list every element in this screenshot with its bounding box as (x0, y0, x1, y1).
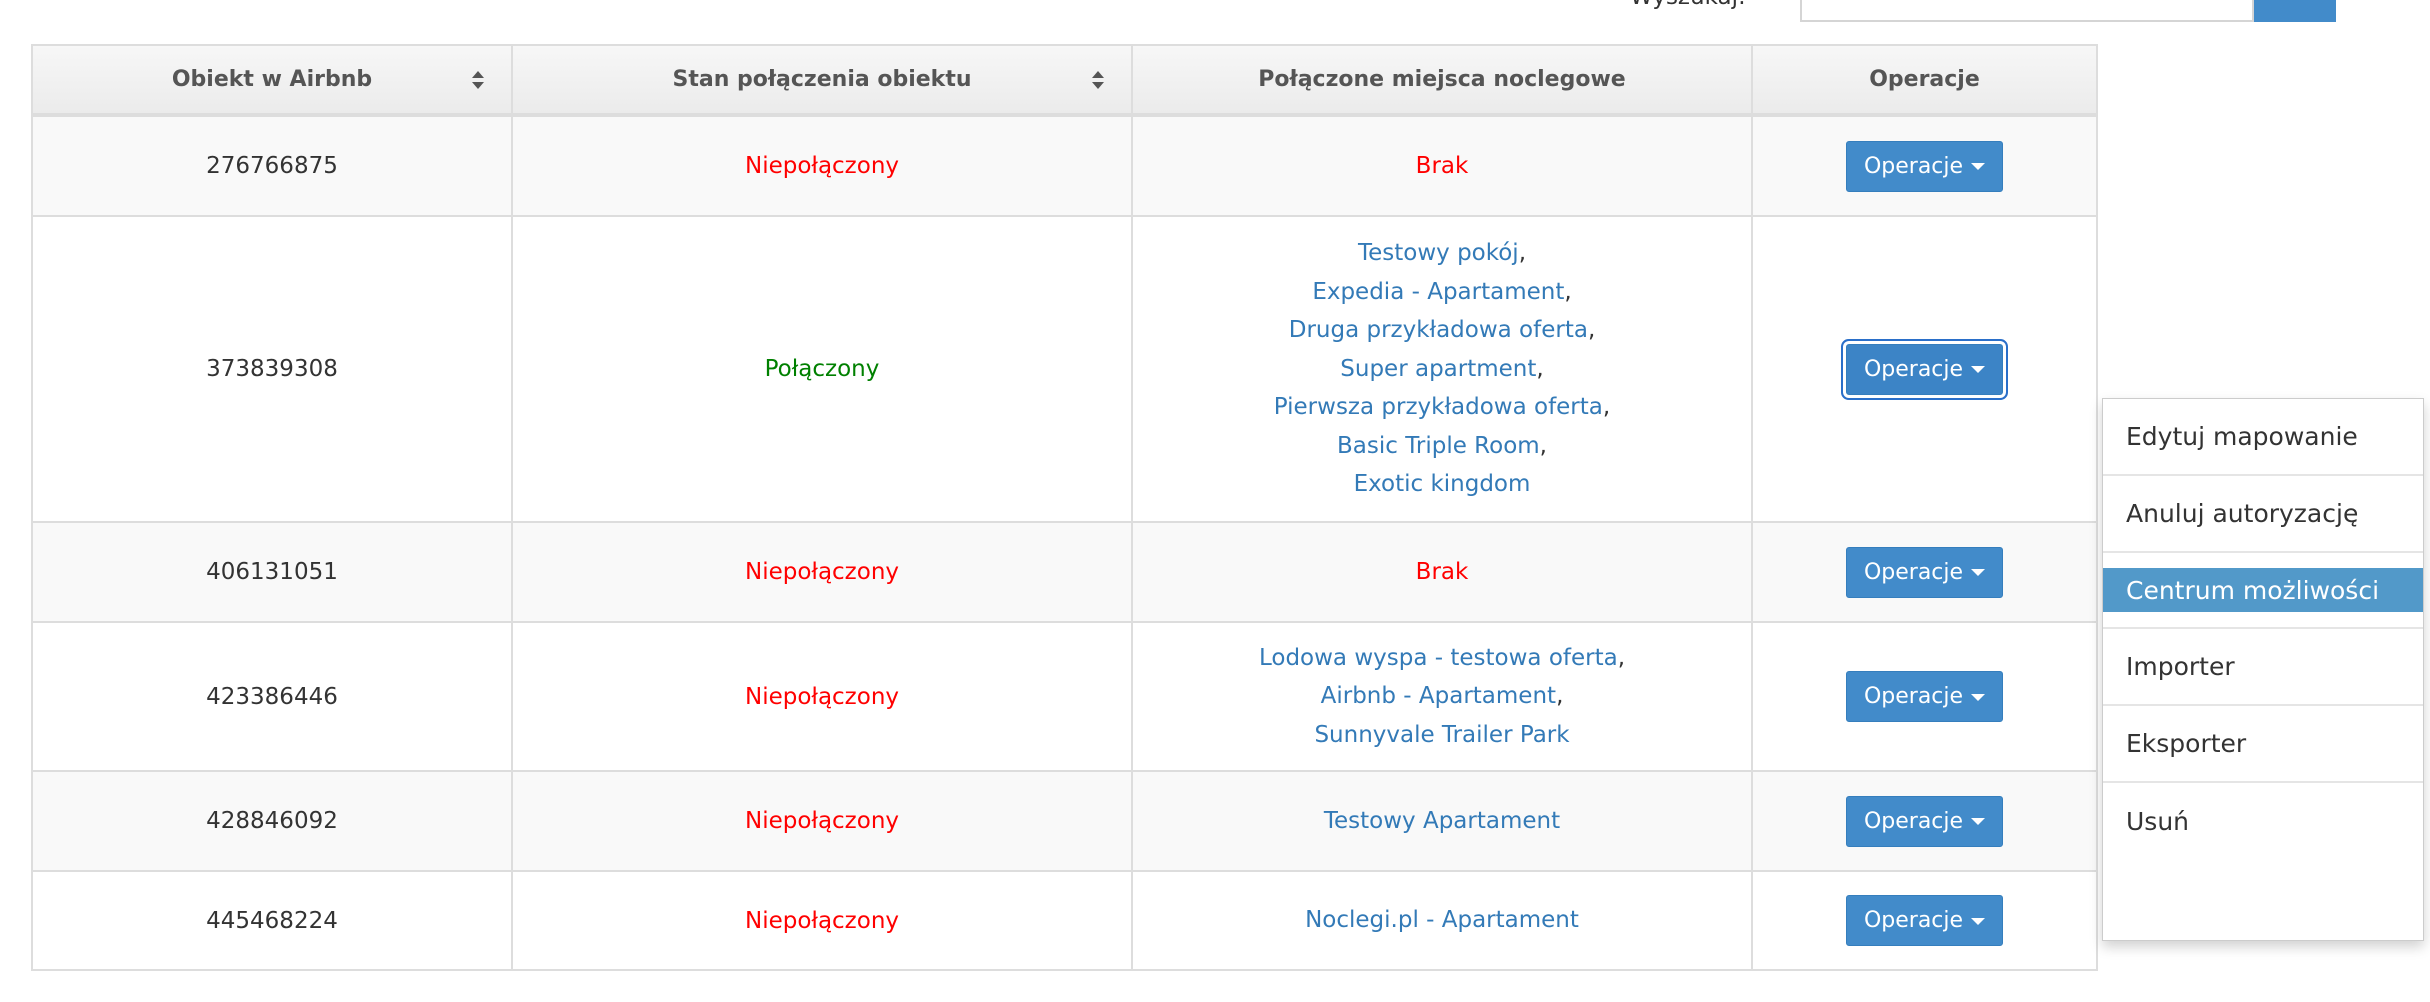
connection-status: Niepołączony (744, 907, 900, 934)
caret-down-icon (1971, 693, 1986, 701)
menu-item[interactable]: Importer (2103, 629, 2423, 706)
connection-status: Niepołączony (744, 683, 900, 710)
connected-places: Testowy pokój, Expedia - Apartament, Druga… (1131, 215, 1753, 523)
column-header-label: Operacje (1869, 67, 1980, 92)
menu-item[interactable]: Edytuj mapowanie (2103, 399, 2423, 476)
operations-button-label: Operacje (1863, 559, 1964, 585)
table-header: Obiekt w Airbnb Stan połączenia obiektu Po… (31, 44, 2098, 117)
no-places-label: Brak (1415, 559, 1469, 585)
operations-button-label: Operacje (1863, 808, 1964, 834)
airbnb-id: 406131051 (31, 521, 513, 623)
place-link[interactable]: Testowy Apartament (1323, 807, 1561, 834)
place-link[interactable]: Airbnb - Apartament (1320, 683, 1557, 710)
listings-table: Obiekt w Airbnb Stan połączenia obiektu Po… (31, 44, 2098, 971)
column-header: Połączone miejsca noclegowe (1131, 44, 1753, 117)
menu-divider (2103, 627, 2423, 629)
place-link[interactable]: Sunnyvale Trailer Park (1314, 721, 1570, 748)
caret-down-icon (1971, 366, 1986, 373)
place-link[interactable]: Noclegi.pl - Apartament (1305, 907, 1579, 934)
column-header[interactable]: Obiekt w Airbnb (31, 44, 513, 117)
connected-places: Noclegi.pl - Apartament (1131, 870, 1753, 971)
caret-down-icon (1971, 569, 1986, 576)
operations-button[interactable]: Operacje (1845, 546, 2004, 598)
caret-down-icon (1971, 163, 1986, 170)
operations-button[interactable]: Operacje (1845, 140, 2004, 192)
operations-button-label: Operacje (1863, 684, 1964, 709)
airbnb-id: 276766875 (31, 114, 513, 217)
place-link[interactable]: Basic Triple Room (1337, 432, 1540, 459)
column-header-label: Stan połączenia obiektu (672, 67, 972, 92)
connection-status: Niepołączony (744, 808, 900, 834)
operations-button[interactable]: Operacje (1845, 895, 2004, 946)
connection-status: Niepołączony (744, 153, 900, 179)
column-header-label: Połączone miejsca noclegowe (1258, 67, 1626, 92)
airbnb-id: 373839308 (31, 215, 513, 523)
place-link[interactable]: Expedia - Apartament (1312, 278, 1565, 305)
table-row: 373839308 Połączony Testowy pokój, Expedia … (31, 215, 2098, 523)
airbnb-id: 445468224 (31, 870, 513, 971)
place-link[interactable]: Druga przykładowa oferta (1288, 317, 1588, 344)
operations-button[interactable]: Operacje (1845, 671, 2004, 722)
menu-item[interactable]: Usuń (2126, 807, 2190, 836)
search-button[interactable] (2254, 0, 2336, 22)
table-row: 428846092 Niepołączony Testowy Apartament O… (31, 770, 2098, 872)
column-header[interactable]: Stan połączenia obiektu (511, 44, 1133, 117)
table-row: 406131051 Niepołączony Brak Operacje (31, 521, 2098, 623)
place-link[interactable]: Pierwsza przykładowa oferta (1273, 394, 1603, 421)
table-row: 445468224 Niepołączony Noclegi.pl - Aparta… (31, 870, 2098, 971)
place-link[interactable]: Super apartment (1340, 355, 1537, 382)
sort-icon[interactable] (1091, 69, 1105, 91)
operations-button[interactable]: Operacje (1845, 343, 2004, 395)
no-places-label: Brak (1415, 153, 1469, 179)
connection-status: Niepołączony (744, 559, 900, 585)
connection-status: Połączony (764, 356, 880, 382)
operations-button-label: Operacje (1863, 153, 1964, 179)
search-label: Wyszukaj: (1630, 0, 1746, 10)
connected-places: Lodowa wyspa - testowa oferta, Airbnb - A… (1131, 621, 1753, 772)
caret-down-icon (1971, 818, 1986, 825)
place-link[interactable]: Exotic kingdom (1353, 471, 1531, 498)
airbnb-id: 423386446 (31, 621, 513, 772)
search-input[interactable] (1800, 0, 2254, 22)
sort-icon[interactable] (471, 69, 485, 91)
menu-item[interactable]: Anuluj autoryzację (2103, 476, 2423, 553)
table-row: 423386446 Niepołączony Lodowa wyspa - test… (31, 621, 2098, 772)
place-link[interactable]: Testowy pokój (1357, 240, 1519, 267)
menu-item[interactable]: Centrum możliwości (2103, 568, 2423, 612)
connected-places: Testowy Apartament (1131, 770, 1753, 872)
table-row: 276766875 Niepołączony Brak Operacje (31, 114, 2098, 217)
operations-button-label: Operacje (1863, 908, 1964, 933)
place-link[interactable]: Lodowa wyspa - testowa oferta (1258, 644, 1618, 671)
operations-button-label: Operacje (1863, 356, 1964, 382)
operations-button[interactable]: Operacje (1845, 795, 2004, 847)
connected-places: Brak (1131, 521, 1753, 623)
column-header-label: Obiekt w Airbnb (171, 67, 373, 92)
airbnb-id: 428846092 (31, 770, 513, 872)
column-header: Operacje (1751, 44, 2098, 117)
connected-places: Brak (1131, 114, 1753, 217)
caret-down-icon (1971, 917, 1986, 925)
operations-dropdown-menu: Edytuj mapowanie Anuluj autoryzację Centru… (2102, 398, 2424, 941)
menu-item[interactable]: Eksporter (2103, 706, 2423, 783)
